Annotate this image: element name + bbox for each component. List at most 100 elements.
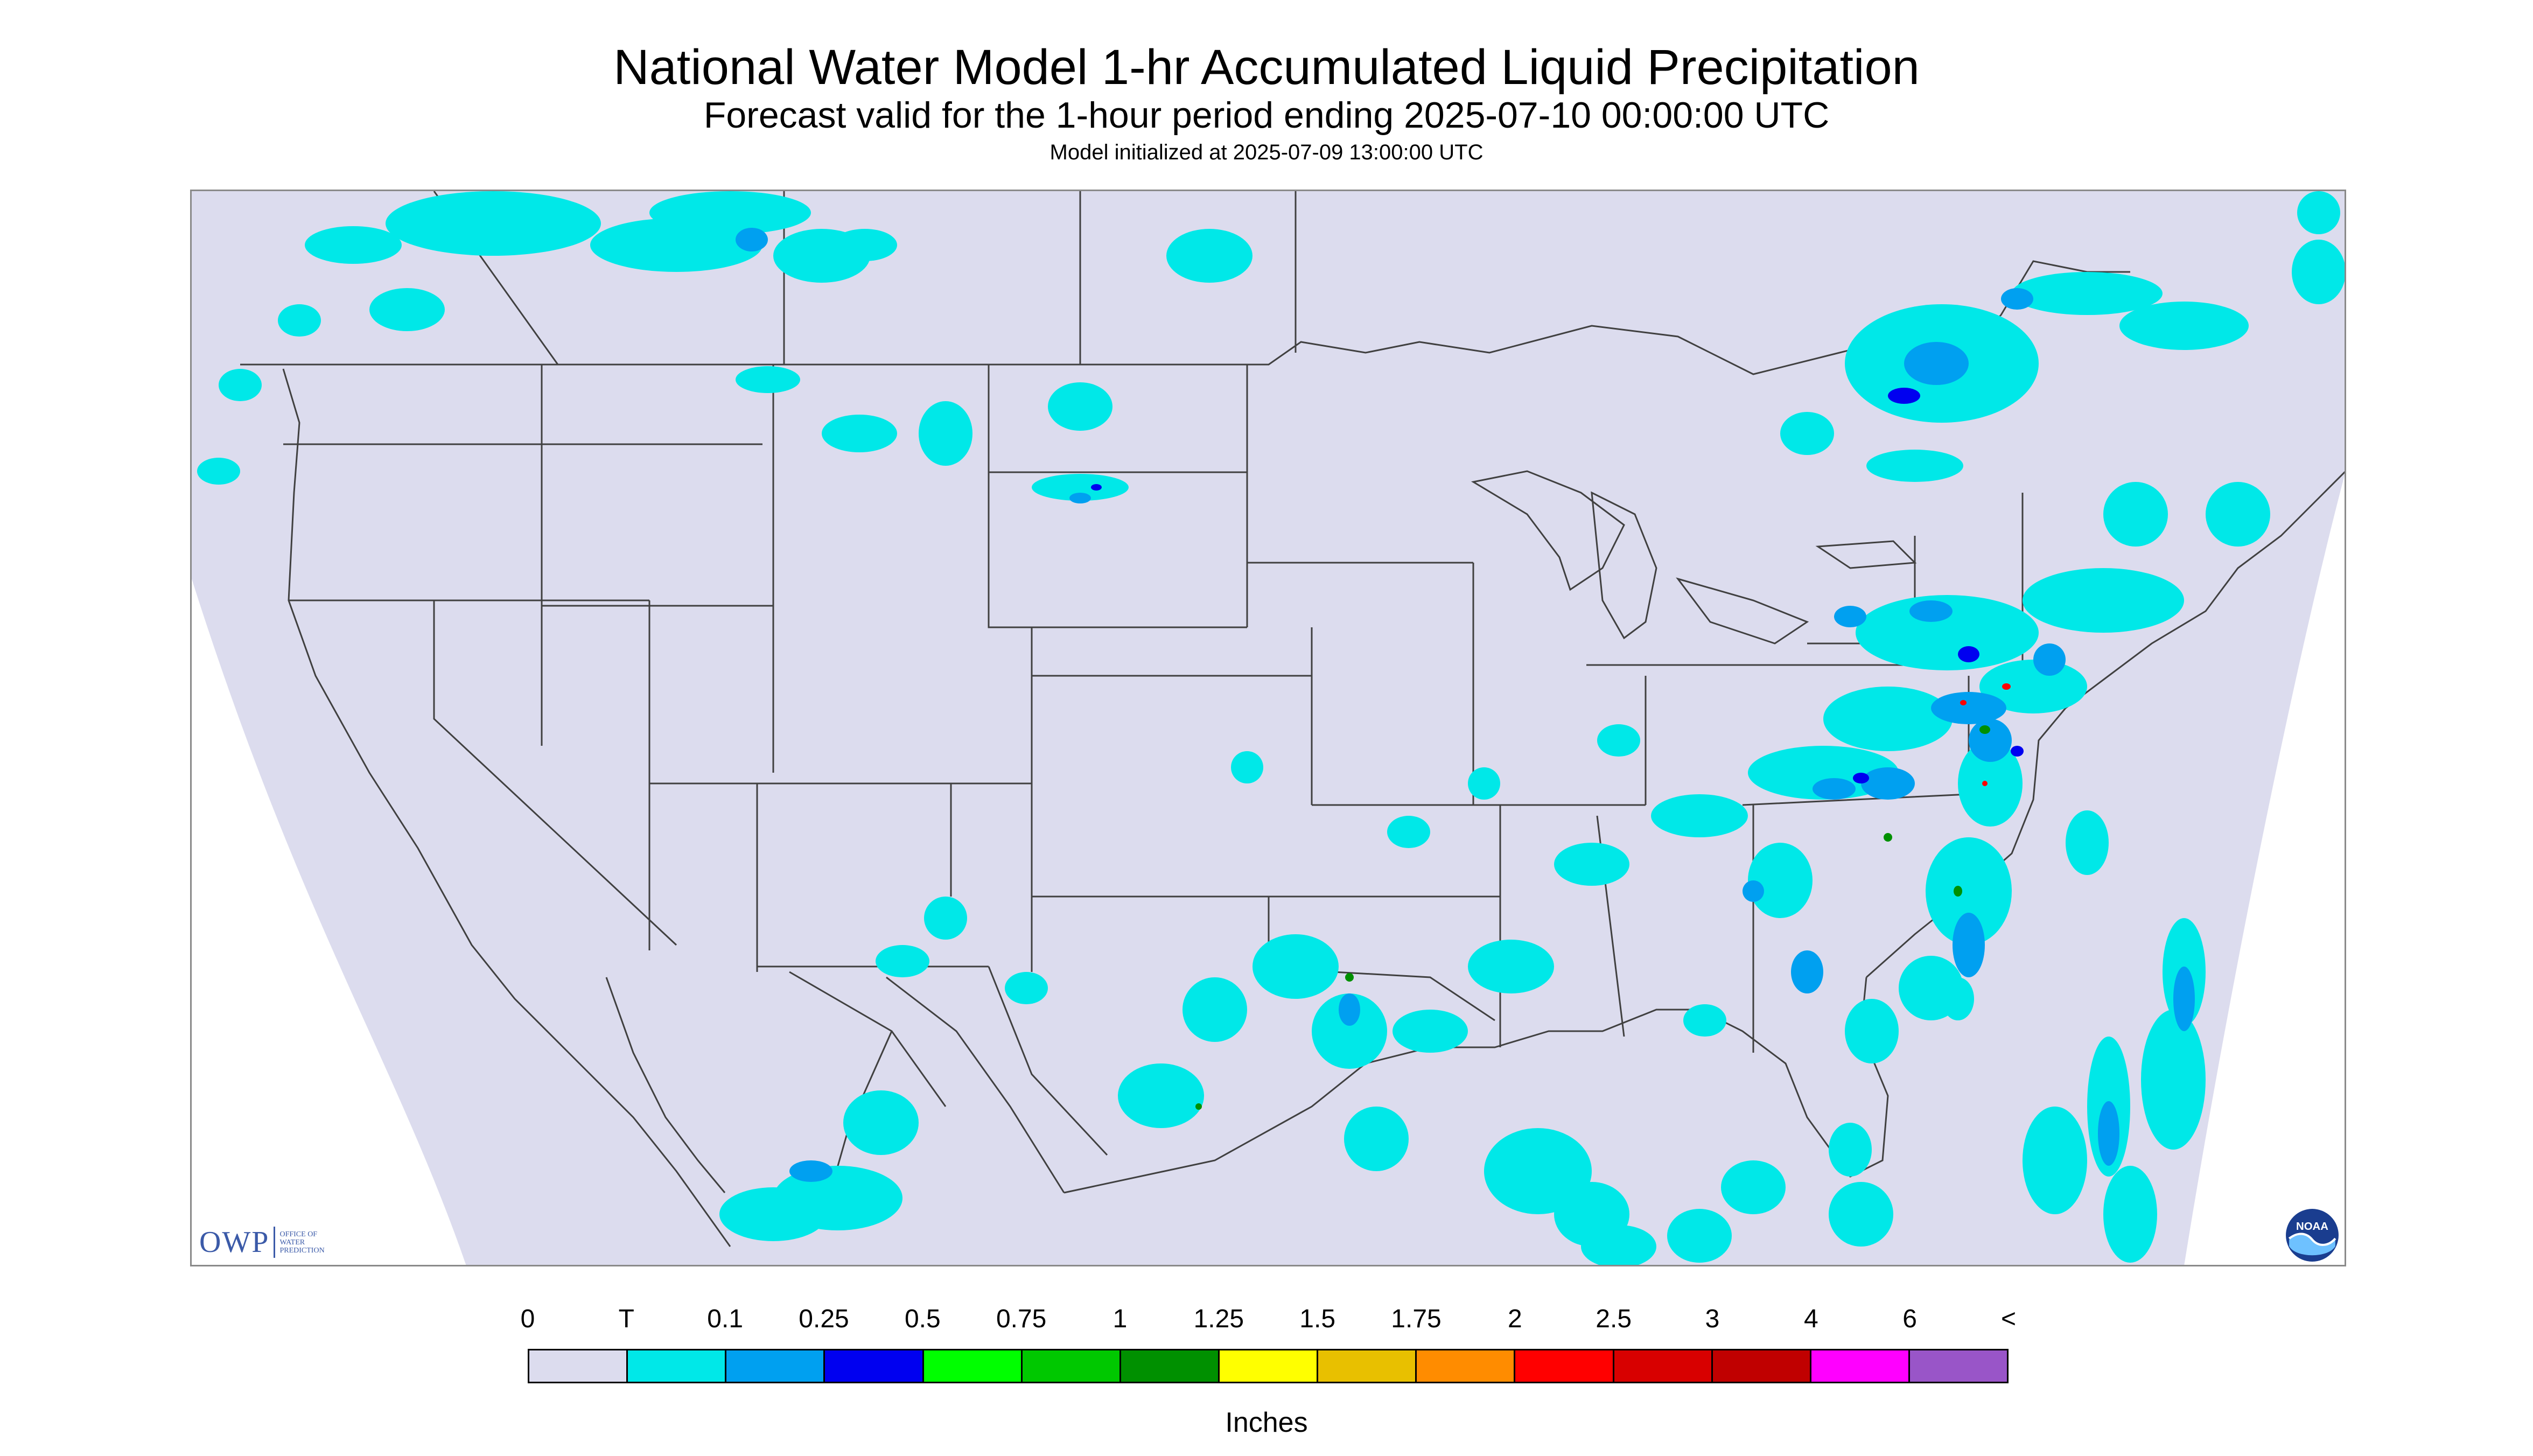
precip-light-10 — [2173, 967, 2195, 1031]
legend-label-14: 6 — [1902, 1305, 1917, 1333]
precip-trace-9 — [197, 458, 240, 485]
precip-heavy-2 — [1954, 886, 1962, 897]
precip-light-11 — [2098, 1101, 2119, 1166]
legend-label-5: 0.75 — [996, 1305, 1047, 1333]
precip-trace-1 — [386, 191, 601, 256]
precip-trace-36 — [1554, 843, 1629, 886]
western-state-lines — [283, 365, 1269, 972]
legend-swatch-0 — [529, 1350, 628, 1382]
owp-text: OFFICE OF WATER PREDICTION — [279, 1230, 324, 1255]
legend-swatch-7 — [1219, 1350, 1319, 1382]
precip-trace-41 — [1118, 1063, 1204, 1128]
legend-swatch-2 — [726, 1350, 825, 1382]
precip-trace-27 — [1856, 595, 2039, 670]
legend-label-0: 0 — [520, 1305, 535, 1333]
precip-light-15 — [1834, 606, 1866, 627]
precip-trace-63 — [2066, 810, 2109, 875]
precip-light-4 — [1931, 692, 2006, 724]
legend-swatch-14 — [1909, 1350, 2007, 1382]
model-init-line: Model initialized at 2025-07-09 13:00:00… — [1049, 141, 1484, 164]
precip-trace-24 — [2103, 482, 2168, 547]
precip-light-5 — [1861, 767, 1915, 800]
precip-light-14 — [1743, 880, 1764, 902]
precip-trace-35 — [1651, 794, 1748, 837]
great-lakes — [1471, 470, 1917, 645]
precip-trace-29 — [1748, 746, 1899, 800]
precip-trace-21 — [2292, 240, 2345, 304]
precip-very-heavy-0 — [1960, 700, 1967, 705]
precip-trace-61 — [1942, 977, 1974, 1020]
precip-trace-10 — [736, 366, 800, 393]
precip-light-2 — [1904, 342, 1969, 385]
legend-swatch-10 — [1515, 1350, 1614, 1382]
precip-trace-57 — [1829, 1182, 1893, 1247]
precip-trace-5 — [773, 229, 870, 283]
precip-trace-23 — [2206, 482, 2270, 547]
gulf-coast — [886, 976, 1889, 1194]
precip-heavy-0 — [1979, 725, 1990, 734]
precip-trace-15 — [1166, 229, 1252, 283]
precipitation-field — [197, 191, 2345, 1265]
legend-swatch-9 — [1417, 1350, 1516, 1382]
precip-moderate-3 — [1091, 484, 1102, 491]
legend-units: Inches — [1225, 1407, 1308, 1438]
precip-trace-11 — [919, 401, 972, 466]
precip-light-16 — [2033, 643, 2066, 676]
canada-province-lines — [433, 191, 1297, 365]
state-borders — [240, 191, 2345, 1247]
legend-label-13: 4 — [1803, 1305, 1818, 1333]
baja-coast — [605, 977, 726, 1193]
precip-light-1 — [1069, 493, 1091, 503]
noaa-text: NOAA — [2296, 1221, 2328, 1233]
precip-moderate-0 — [1888, 388, 1920, 404]
precip-trace-13 — [1032, 474, 1129, 501]
precip-trace-20 — [2119, 302, 2249, 350]
precip-trace-42 — [843, 1090, 919, 1155]
precip-trace-49 — [924, 897, 967, 940]
precip-light-12 — [789, 1160, 832, 1182]
precip-trace-31 — [1926, 837, 2012, 945]
map-canvas — [192, 191, 2345, 1265]
precip-trace-45 — [1393, 1010, 1468, 1053]
precip-trace-58 — [1667, 1209, 1732, 1263]
precip-trace-22 — [2297, 191, 2340, 234]
precip-trace-37 — [1468, 940, 1554, 993]
precip-trace-14 — [1048, 382, 1112, 431]
map-title: National Water Model 1-hr Accumulated Li… — [613, 40, 1920, 95]
legend-label-9: 1.75 — [1391, 1305, 1442, 1333]
precip-trace-62 — [1683, 1004, 1726, 1037]
legend-label-12: 3 — [1705, 1305, 1720, 1333]
precip-trace-46 — [1344, 1107, 1409, 1171]
precip-trace-33 — [1845, 999, 1899, 1063]
owp-separator — [274, 1227, 276, 1258]
precip-trace-38 — [1312, 993, 1387, 1069]
west-coast — [282, 368, 731, 1247]
legend-swatch-8 — [1318, 1350, 1417, 1382]
precip-very-heavy-1 — [2002, 683, 2011, 690]
legend-label-8: 1.5 — [1299, 1305, 1336, 1333]
legend-swatch-13 — [1811, 1350, 1910, 1382]
legend-label-6: 1 — [1112, 1305, 1128, 1333]
precip-trace-7 — [278, 304, 321, 337]
owp-text-line-1: OFFICE OF — [279, 1230, 318, 1238]
legend-label-15: < — [2000, 1305, 2017, 1333]
precip-trace-18 — [1866, 450, 1963, 482]
precip-light-7 — [1813, 778, 1856, 800]
legend-swatch-12 — [1712, 1350, 1811, 1382]
precip-heavy-4 — [1345, 973, 1354, 982]
precip-trace-44 — [719, 1187, 827, 1241]
precip-very-heavy-2 — [1982, 781, 1988, 786]
precip-trace-34 — [1748, 843, 1813, 918]
plains-state-lines — [988, 365, 1646, 1021]
legend-colorbar — [528, 1349, 2009, 1383]
precip-moderate-4 — [2011, 746, 2024, 757]
precip-moderate-2 — [1853, 773, 1869, 783]
precip-trace-6 — [369, 288, 445, 331]
precip-trace-25 — [2023, 568, 2184, 633]
legend-label-3: 0.25 — [799, 1305, 849, 1333]
precip-trace-40 — [1182, 977, 1247, 1042]
legend-swatch-3 — [825, 1350, 924, 1382]
precipitation-map — [190, 190, 2346, 1266]
legend-swatch-1 — [628, 1350, 727, 1382]
legend-label-10: 2 — [1507, 1305, 1522, 1333]
